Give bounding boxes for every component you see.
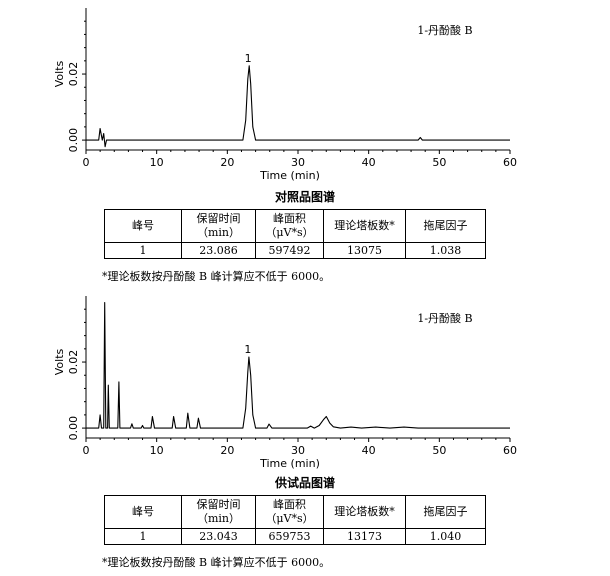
table-header-cell: 拖尾因子: [405, 209, 486, 243]
chromatogram-trace: [86, 65, 510, 148]
x-tick-label: 0: [83, 444, 90, 457]
peak-label: 1: [244, 343, 251, 356]
table-header-cell: 峰号: [104, 209, 182, 243]
table-cell: 23.086: [181, 242, 256, 259]
header-text: 保留时间: [196, 212, 241, 225]
table-header-cell: 保留时间 （min）: [181, 209, 256, 243]
x-tick-label: 30: [291, 156, 305, 169]
x-tick-label: 40: [362, 156, 376, 169]
x-tick-label: 60: [503, 156, 517, 169]
header-text: 保留时间: [196, 498, 241, 511]
x-axis-label: Time (min): [259, 457, 320, 470]
header-text: 拖尾因子: [423, 505, 468, 518]
table-cell: 1: [104, 528, 182, 545]
x-tick-label: 20: [220, 156, 234, 169]
table-header-row: 峰号 保留时间 （min） 峰面积 （μV*s） 理论塔板数* 拖尾因子: [104, 209, 486, 243]
table-header-cell: 保留时间 （min）: [181, 495, 256, 529]
table-cell: 1.038: [405, 242, 486, 259]
y-tick-label: 0.00: [67, 416, 80, 441]
table-cell: 597492: [255, 242, 324, 259]
sample-chromatogram: 0 10 20 30 40 50 60 0.00 0.02 Time (min) Volts 1-丹酚…: [53, 296, 517, 470]
table-cell: 659753: [255, 528, 324, 545]
x-tick-label: 50: [432, 444, 446, 457]
header-text: （min）: [196, 512, 241, 525]
sample-caption: 供试品图谱: [274, 476, 335, 490]
header-text: 峰面积: [273, 212, 306, 225]
y-tick-label: 0.00: [67, 128, 80, 153]
chart-title: 1-丹酚酸 B: [417, 23, 472, 37]
x-tick-label: 10: [150, 444, 164, 457]
sample-plate-note: *理论板数按丹酚酸 B 峰计算应不低于 6000。: [102, 556, 331, 569]
header-text: 峰号: [132, 505, 154, 518]
table-header-cell: 峰号: [104, 495, 182, 529]
header-text: 峰号: [132, 219, 154, 232]
header-text: 理论塔板数*: [334, 505, 395, 518]
table-row: 1 23.043 659753 13173 1.040: [104, 528, 486, 545]
table-header-row: 峰号 保留时间 （min） 峰面积 （μV*s） 理论塔板数* 拖尾因子: [104, 495, 486, 529]
y-tick-label: 0.02: [67, 62, 80, 87]
table-header-cell: 峰面积 （μV*s）: [255, 209, 324, 243]
table-row: 1 23.086 597492 13075 1.038: [104, 242, 486, 259]
sample-result-table: 峰号 保留时间 （min） 峰面积 （μV*s） 理论塔板数* 拖尾因子 1 23.043 65…: [104, 495, 486, 545]
x-tick-label: 30: [291, 444, 305, 457]
header-text: （min）: [196, 226, 241, 239]
x-tick-label: 60: [503, 444, 517, 457]
chromatogram-trace: [86, 302, 510, 429]
x-axis-label: Time (min): [259, 169, 320, 182]
reference-plate-note: *理论板数按丹酚酸 B 峰计算应不低于 6000。: [102, 270, 331, 283]
y-tick-label: 0.02: [67, 350, 80, 375]
header-text: （μV*s）: [265, 512, 314, 525]
x-tick-label: 0: [83, 156, 90, 169]
table-cell: 1.040: [405, 528, 486, 545]
table-cell: 13173: [323, 528, 406, 545]
peak-label: 1: [245, 52, 252, 65]
y-axis-label: Volts: [53, 348, 66, 375]
table-header-cell: 理论塔板数*: [323, 495, 406, 529]
x-tick-label: 20: [220, 444, 234, 457]
table-cell: 23.043: [181, 528, 256, 545]
y-axis-label: Volts: [53, 60, 66, 87]
reference-chromatogram: 0 10 20 30 40 50 60 0.00 0.02 Time (min) Volts 1-丹酚…: [53, 8, 517, 182]
table-header-cell: 峰面积 （μV*s）: [255, 495, 324, 529]
header-text: 拖尾因子: [423, 219, 468, 232]
reference-result-table: 峰号 保留时间 （min） 峰面积 （μV*s） 理论塔板数* 拖尾因子 1 23.086 59…: [104, 209, 486, 259]
table-cell: 13075: [323, 242, 406, 259]
header-text: 理论塔板数*: [334, 219, 395, 232]
x-tick-label: 10: [150, 156, 164, 169]
table-header-cell: 拖尾因子: [405, 495, 486, 529]
x-tick-label: 40: [362, 444, 376, 457]
header-text: （μV*s）: [265, 226, 314, 239]
table-header-cell: 理论塔板数*: [323, 209, 406, 243]
table-cell: 1: [104, 242, 182, 259]
header-text: 峰面积: [273, 498, 306, 511]
chart-title: 1-丹酚酸 B: [417, 311, 472, 325]
reference-caption: 对照品图谱: [274, 190, 335, 204]
x-tick-label: 50: [432, 156, 446, 169]
